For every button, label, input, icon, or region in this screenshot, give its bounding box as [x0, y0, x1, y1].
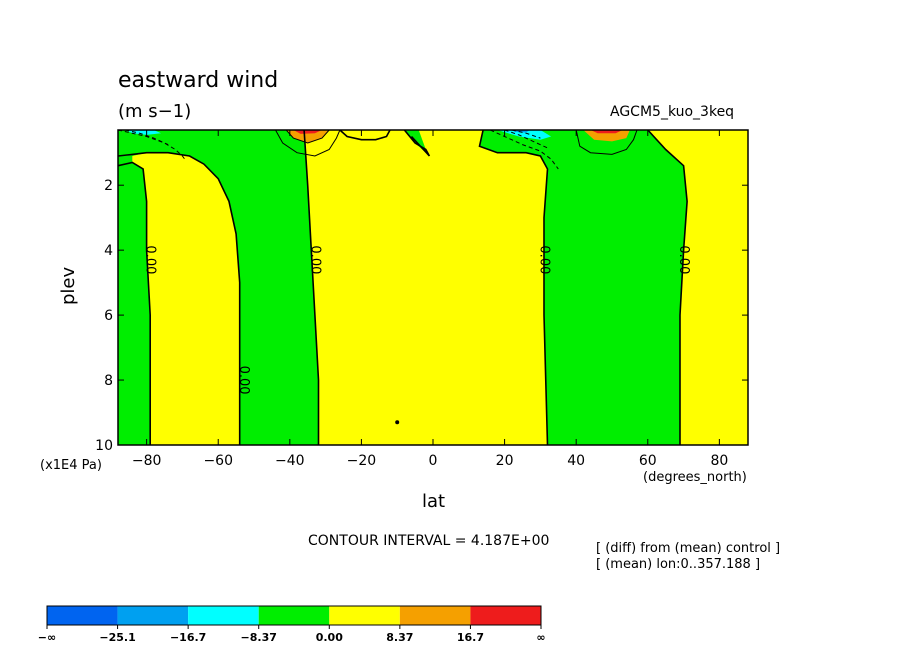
zero-line-label-3: 0.00 — [536, 245, 551, 274]
colorbar-label-4: 0.00 — [316, 631, 343, 644]
mean-note: [ (mean) lon:0..357.188 ] — [596, 557, 761, 572]
colorbar-label-5: 8.37 — [386, 631, 413, 644]
positive-contour-2 — [575, 130, 638, 155]
x-tick-label-0: −80 — [132, 453, 162, 469]
y-tick-label-2: 6 — [104, 308, 113, 324]
negative-contour-4 — [511, 130, 541, 139]
colorbar-swatch-4 — [329, 606, 400, 625]
zero-contour-4 — [403, 130, 431, 157]
region-2 — [479, 130, 688, 445]
colorbar-label-3: −8.37 — [241, 631, 277, 644]
contour-lines — [118, 130, 688, 445]
region-7 — [590, 130, 623, 134]
zero-contour-6 — [647, 130, 688, 445]
region-4 — [286, 130, 330, 143]
x-tick-label-2: −40 — [275, 453, 305, 469]
negative-contour-0 — [118, 130, 187, 162]
y-tick-label-1: 4 — [104, 243, 113, 259]
zero-line-labels: 0.00 0.00 0.00 0.00 0.00 — [143, 245, 691, 394]
zero-contour-2 — [303, 130, 320, 445]
chart-units: (m s−1) — [118, 101, 192, 122]
region-1 — [132, 152, 240, 445]
colorbar-swatch-0 — [47, 606, 118, 625]
x-axis: −80 −60 −40 −20 0 20 40 60 80 — [132, 130, 728, 469]
zero-contour-5 — [478, 130, 549, 445]
x-tick-label-4: 0 — [429, 453, 438, 469]
region-9 — [497, 130, 552, 140]
positive-contour-1 — [285, 130, 330, 144]
zero-contour-1 — [118, 161, 151, 445]
x-tick-label-7: 60 — [639, 453, 657, 469]
marker-point-0 — [395, 420, 400, 425]
zero-line-label-0: 0.00 — [143, 245, 158, 274]
colorbar-label-1: −25.1 — [99, 631, 135, 644]
zero-contour-0 — [118, 151, 241, 445]
colorbar-label-6: 16.7 — [457, 631, 484, 644]
positive-contour-0 — [275, 130, 341, 157]
colorbar-frame — [46, 605, 542, 626]
region-8 — [125, 130, 161, 135]
y-tick-label-3: 8 — [104, 373, 113, 389]
colorbar-swatch-5 — [399, 606, 471, 625]
x-tick-label-3: −20 — [347, 453, 377, 469]
zero-line-label-1: 0.00 — [236, 366, 251, 395]
zero-contour-3 — [339, 130, 391, 141]
x-axis-unit: (degrees_north) — [643, 470, 747, 485]
colorbar: −∞ −25.1 −16.7 −8.37 0.00 8.37 16.7 ∞ — [38, 605, 546, 644]
colorbar-swatch-1 — [117, 606, 189, 625]
x-tick-label-8: 80 — [710, 453, 728, 469]
y-axis-label: plev — [58, 266, 79, 305]
x-axis-label: lat — [422, 491, 446, 512]
colorbar-swatch-2 — [188, 606, 259, 625]
run-label: AGCM5_kuo_3keq — [610, 104, 735, 120]
zero-line-label-4: 0.00 — [676, 245, 691, 274]
colorbar-label-2: −16.7 — [170, 631, 206, 644]
colorbar-swatch-3 — [258, 606, 330, 625]
negative-contour-2 — [490, 130, 559, 170]
contour-interval: CONTOUR INTERVAL = 4.187E+00 — [308, 533, 550, 549]
y-tick-label-0: 2 — [104, 178, 113, 194]
region-5 — [583, 130, 630, 142]
diff-note: [ (diff) from (mean) control ] — [596, 541, 781, 556]
filled-regions — [118, 130, 688, 445]
colorbar-label-0: −∞ — [38, 631, 56, 644]
negative-contour-3 — [504, 130, 548, 149]
x-tick-label-1: −60 — [203, 453, 233, 469]
colorbar-label-7: ∞ — [536, 631, 545, 644]
colorbar-swatch-6 — [470, 606, 541, 625]
x-tick-label-5: 20 — [496, 453, 514, 469]
region-6 — [293, 130, 322, 134]
chart-title: eastward wind — [118, 68, 279, 93]
x-tick-label-6: 40 — [567, 453, 585, 469]
y-axis-unit: (x1E4 Pa) — [40, 458, 102, 473]
markers — [395, 420, 400, 425]
y-tick-label-4: 10 — [95, 438, 113, 454]
y-axis: 2 4 6 8 10 — [95, 178, 748, 454]
zero-line-label-2: 0.00 — [307, 245, 322, 274]
